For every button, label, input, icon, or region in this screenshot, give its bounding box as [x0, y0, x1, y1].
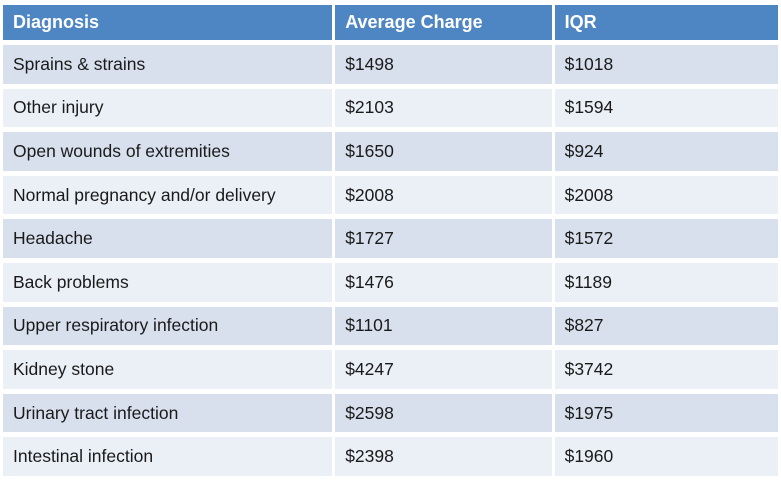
- avg-charge-cell: $1498: [332, 40, 555, 89]
- table-row: Urinary tract infection $2598 $1975: [0, 388, 781, 438]
- header-row: Diagnosis Average Charge IQR: [0, 0, 781, 45]
- column-header-diagnosis: Diagnosis: [0, 0, 336, 45]
- diagnosis-cell: Intestinal infection: [0, 432, 336, 481]
- diagnosis-cell: Urinary tract infection: [0, 388, 336, 438]
- column-header-average-charge: Average Charge: [332, 0, 555, 45]
- diagnosis-cell: Open wounds of extremities: [0, 127, 336, 176]
- avg-charge-cell: $1476: [332, 257, 555, 307]
- iqr-cell: $1189: [551, 257, 781, 307]
- iqr-cell: $1975: [551, 388, 781, 438]
- iqr-cell: $2008: [551, 170, 781, 220]
- iqr-cell: $1018: [551, 40, 781, 89]
- avg-charge-cell: $1727: [332, 214, 555, 263]
- iqr-cell: $827: [551, 301, 781, 351]
- table-row: Normal pregnancy and/or delivery $2008 $…: [0, 170, 781, 220]
- diagnosis-cell: Sprains & strains: [0, 40, 336, 89]
- avg-charge-cell: $2103: [332, 83, 555, 133]
- column-header-iqr: IQR: [551, 0, 781, 45]
- iqr-cell: $1572: [551, 214, 781, 263]
- iqr-cell: $924: [551, 127, 781, 176]
- table-row: Sprains & strains $1498 $1018: [0, 40, 781, 89]
- diagnosis-cell: Normal pregnancy and/or delivery: [0, 170, 336, 220]
- diagnosis-cell: Upper respiratory infection: [0, 301, 336, 351]
- diagnosis-cell: Headache: [0, 214, 336, 263]
- table-row: Kidney stone $4247 $3742: [0, 345, 781, 394]
- table-row: Open wounds of extremities $1650 $924: [0, 127, 781, 176]
- table-row: Intestinal infection $2398 $1960: [0, 432, 781, 481]
- table-row: Other injury $2103 $1594: [0, 83, 781, 133]
- iqr-cell: $1594: [551, 83, 781, 133]
- table-row: Headache $1727 $1572: [0, 214, 781, 263]
- avg-charge-cell: $1101: [332, 301, 555, 351]
- avg-charge-cell: $2598: [332, 388, 555, 438]
- avg-charge-cell: $2398: [332, 432, 555, 481]
- iqr-cell: $1960: [551, 432, 781, 481]
- diagnosis-cell: Back problems: [0, 257, 336, 307]
- iqr-cell: $3742: [551, 345, 781, 394]
- avg-charge-cell: $2008: [332, 170, 555, 220]
- diagnosis-cell: Other injury: [0, 83, 336, 133]
- table-row: Upper respiratory infection $1101 $827: [0, 301, 781, 351]
- diagnosis-cell: Kidney stone: [0, 345, 336, 394]
- table-row: Back problems $1476 $1189: [0, 257, 781, 307]
- avg-charge-cell: $1650: [332, 127, 555, 176]
- avg-charge-cell: $4247: [332, 345, 555, 394]
